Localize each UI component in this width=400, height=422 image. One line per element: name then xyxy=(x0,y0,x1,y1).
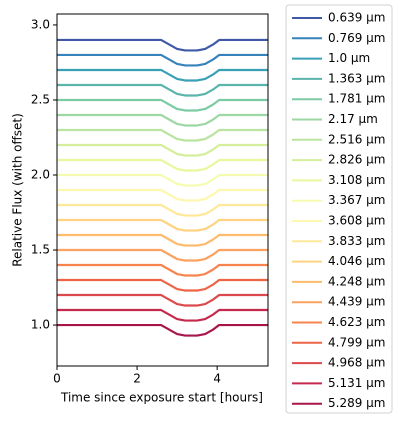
data-line xyxy=(57,293,268,307)
y-tick-label: 1.0 xyxy=(31,318,50,332)
legend-label: 4.799 μm xyxy=(328,335,386,349)
plot-frame xyxy=(56,13,269,367)
x-axis-label: Time since exposure start [hours] xyxy=(60,391,263,405)
x-tick-label: 0 xyxy=(53,372,61,386)
legend-label: 3.833 μm xyxy=(328,234,386,248)
legend-label: 1.781 μm xyxy=(328,92,386,106)
legend-label: 2.826 μm xyxy=(328,153,386,167)
legend-label: 4.439 μm xyxy=(328,295,386,309)
x-tick-label: 4 xyxy=(213,372,221,386)
data-line xyxy=(57,188,268,202)
data-line xyxy=(57,308,268,322)
legend-label: 3.608 μm xyxy=(328,214,386,228)
legend-label: 5.289 μm xyxy=(328,396,386,410)
data-line xyxy=(57,173,268,187)
legend-label: 0.769 μm xyxy=(328,31,386,45)
y-tick-label: 3.0 xyxy=(31,17,50,31)
y-tick-label: 1.5 xyxy=(31,243,50,257)
legend-label: 3.367 μm xyxy=(328,193,386,207)
data-line xyxy=(57,233,268,247)
y-tick-label: 2.0 xyxy=(31,167,50,181)
data-line xyxy=(57,278,268,292)
legend-label: 4.046 μm xyxy=(328,254,386,268)
legend-label: 2.17 μm xyxy=(328,112,378,126)
data-line xyxy=(57,68,268,82)
data-line xyxy=(57,128,268,142)
data-line xyxy=(57,83,268,97)
legend-label: 4.968 μm xyxy=(328,356,386,370)
data-line xyxy=(57,98,268,112)
legend-label: 0.639 μm xyxy=(328,11,386,25)
legend-label: 1.363 μm xyxy=(328,71,386,85)
legend-label: 1.0 μm xyxy=(328,51,370,65)
data-line xyxy=(57,143,268,157)
data-line xyxy=(57,218,268,232)
legend-box xyxy=(285,4,393,414)
data-line xyxy=(57,323,268,337)
data-line xyxy=(57,158,268,172)
data-line xyxy=(57,38,268,52)
legend-label: 4.623 μm xyxy=(328,315,386,329)
data-line xyxy=(57,248,268,262)
x-tick-label: 2 xyxy=(133,372,141,386)
legend-label: 2.516 μm xyxy=(328,132,386,146)
y-tick-label: 2.5 xyxy=(31,92,50,106)
y-axis-label: Relative Flux (with offset) xyxy=(11,113,25,267)
legend-label: 3.108 μm xyxy=(328,173,386,187)
data-line xyxy=(57,113,268,127)
legend-label: 5.131 μm xyxy=(328,376,386,390)
legend: 0.639 μm 0.769 μm 1.0 μm 1.363 μm 1.781 μm 2.… xyxy=(292,11,386,410)
legend-label: 4.248 μm xyxy=(328,274,386,288)
data-line xyxy=(57,53,268,67)
data-line xyxy=(57,263,268,277)
data-line xyxy=(57,203,268,217)
